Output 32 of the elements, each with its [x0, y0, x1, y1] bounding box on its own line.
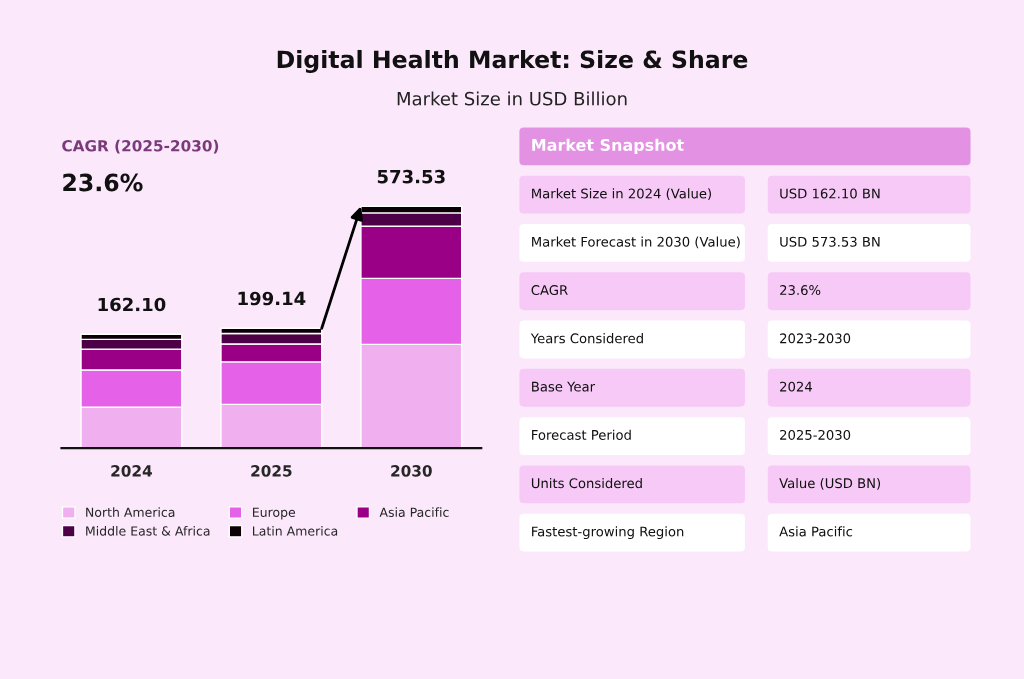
legend-label: Middle East & Africa [86, 526, 210, 536]
text: Units Considered [531, 477, 642, 489]
annotation: 199.14 [238, 291, 306, 306]
legend-label: Asia Pacific [379, 507, 449, 517]
legend-label: Latin America [253, 526, 338, 536]
text: Asia Pacific [779, 526, 853, 537]
text: Base Year [532, 381, 596, 392]
legend-label: North America [86, 507, 175, 517]
text: Market Forecast in 2030 (Value) [532, 236, 740, 249]
text: Market Size in 2024 (Value) [532, 188, 711, 201]
text: 23.6% [780, 285, 821, 296]
text: 23.6% [63, 173, 143, 192]
x-tick-label: 2030 [391, 465, 432, 477]
text: 2024 [780, 381, 812, 392]
text: 2023-2030 [780, 333, 851, 344]
text: CAGR [531, 285, 568, 296]
legend-label: Europe [253, 507, 296, 520]
text: USD 162.10 BN [780, 188, 880, 199]
text: Years Considered [530, 333, 643, 344]
annotation: 162.10 [98, 297, 166, 312]
text: Market Snapshot [532, 138, 684, 155]
x-tick-label: 2024 [111, 465, 152, 477]
text: 2025-2030 [780, 429, 851, 440]
chart-subtitle: Market Size in USD Billion [397, 91, 627, 106]
text: Forecast Period [532, 429, 631, 440]
x-tick-label: 2025 [251, 465, 292, 477]
text: Value (USD BN) [779, 477, 881, 490]
text: Fastest-growing Region [532, 526, 684, 540]
text: CAGR (2025-2030) [62, 139, 219, 154]
chart-title: Digital Health Market: Size & Share [277, 49, 748, 73]
text: USD 573.53 BN [780, 236, 880, 247]
annotation: 573.53 [377, 169, 445, 184]
